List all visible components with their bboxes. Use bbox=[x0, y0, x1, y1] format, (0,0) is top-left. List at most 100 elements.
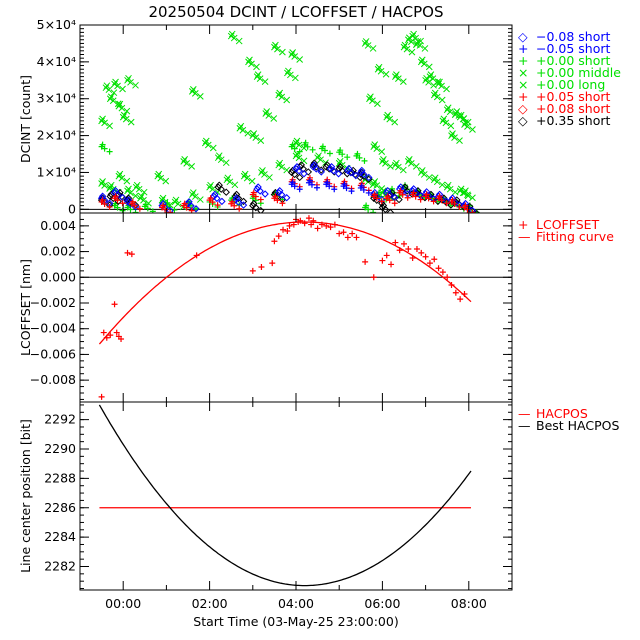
y-tick-label: −0.004 bbox=[30, 321, 76, 336]
data-point bbox=[309, 146, 316, 153]
data-point bbox=[123, 198, 132, 206]
data-point bbox=[464, 123, 471, 130]
data-point bbox=[136, 205, 143, 212]
data-point bbox=[114, 204, 121, 211]
data-point bbox=[236, 124, 244, 132]
data-point bbox=[99, 196, 106, 203]
data-point bbox=[235, 37, 243, 45]
data-point bbox=[123, 196, 132, 204]
data-point bbox=[209, 199, 216, 206]
data-point bbox=[149, 208, 156, 213]
data-point bbox=[124, 76, 131, 84]
data-point bbox=[109, 97, 117, 105]
series-+0.05 short bbox=[98, 174, 476, 213]
lcoffset-point bbox=[435, 265, 442, 272]
data-point bbox=[241, 170, 249, 178]
data-point bbox=[296, 148, 303, 155]
data-point bbox=[425, 63, 433, 71]
lcoffset-point bbox=[336, 230, 343, 237]
data-point bbox=[107, 190, 115, 199]
data-point bbox=[345, 164, 353, 173]
data-point bbox=[304, 168, 313, 176]
data-point bbox=[171, 198, 179, 206]
data-point bbox=[214, 154, 222, 162]
data-point bbox=[254, 183, 262, 191]
data-point bbox=[224, 174, 232, 182]
y-axis-label: LCOFFSET [nm] bbox=[18, 259, 33, 356]
data-point bbox=[218, 197, 226, 206]
data-point bbox=[291, 53, 299, 60]
data-point bbox=[276, 89, 284, 97]
data-point bbox=[386, 208, 395, 213]
data-point bbox=[438, 181, 446, 189]
data-point bbox=[162, 177, 170, 185]
data-point bbox=[336, 157, 344, 165]
data-point bbox=[451, 188, 459, 196]
data-point bbox=[327, 163, 336, 171]
data-point bbox=[116, 170, 124, 178]
data-point bbox=[122, 115, 130, 123]
legend-label: +0.35 short bbox=[536, 113, 611, 128]
data-point bbox=[231, 181, 239, 189]
data-point bbox=[274, 197, 281, 204]
data-point bbox=[459, 115, 467, 123]
data-point bbox=[373, 145, 381, 153]
x-tick-label: 00:00 bbox=[105, 596, 141, 611]
data-point bbox=[317, 156, 324, 164]
x-tick-label: 06:00 bbox=[364, 596, 400, 611]
legend-label: +0.05 short bbox=[536, 89, 611, 104]
legend-label: Fitting curve bbox=[536, 229, 614, 244]
data-point bbox=[123, 107, 131, 115]
data-point bbox=[245, 58, 252, 66]
lcoffset-point bbox=[353, 234, 360, 241]
data-point bbox=[435, 80, 442, 88]
lcoffset-point bbox=[305, 215, 312, 222]
data-point bbox=[392, 161, 399, 169]
data-point bbox=[119, 113, 127, 121]
lcoffset-point bbox=[349, 230, 356, 237]
data-point bbox=[230, 34, 238, 42]
data-point bbox=[239, 197, 248, 206]
data-point bbox=[157, 174, 165, 182]
data-point bbox=[116, 100, 124, 108]
data-point bbox=[449, 130, 456, 137]
y-tick-label: 1×10⁴ bbox=[37, 164, 76, 179]
data-point bbox=[304, 143, 311, 150]
legend-symbol: ◇ bbox=[518, 29, 528, 44]
lcoffset-point bbox=[401, 240, 407, 247]
data-point bbox=[461, 189, 468, 197]
lcoffset-point bbox=[271, 238, 278, 245]
data-point bbox=[106, 183, 114, 191]
data-point bbox=[313, 184, 320, 191]
data-point bbox=[193, 205, 199, 212]
data-point bbox=[265, 112, 273, 119]
data-point bbox=[252, 134, 260, 141]
lcoffset-point bbox=[275, 233, 282, 240]
data-point bbox=[365, 189, 372, 196]
data-point bbox=[322, 163, 330, 171]
data-point bbox=[391, 200, 398, 207]
lcoffset-point bbox=[340, 229, 347, 236]
data-point bbox=[378, 198, 385, 205]
data-point bbox=[382, 70, 390, 78]
data-point bbox=[302, 139, 309, 146]
data-point bbox=[420, 171, 428, 178]
data-point bbox=[248, 60, 255, 68]
data-point bbox=[362, 38, 370, 45]
data-point bbox=[430, 91, 438, 99]
y-tick-label: 0.002 bbox=[40, 244, 76, 259]
data-point bbox=[192, 205, 200, 213]
data-point bbox=[188, 163, 196, 170]
data-point bbox=[373, 195, 380, 202]
panel-lcoffset: 0.004 0.002 0.000 −0.002 −0.004 −0.006 −0.008 L… bbox=[18, 212, 614, 403]
data-point bbox=[284, 69, 291, 77]
lcoffset-point bbox=[113, 329, 120, 336]
data-point bbox=[207, 195, 214, 202]
data-point bbox=[217, 156, 225, 164]
data-point bbox=[257, 137, 265, 144]
data-point bbox=[144, 205, 151, 212]
data-point bbox=[397, 187, 404, 194]
data-point bbox=[185, 198, 193, 206]
data-point bbox=[211, 190, 219, 199]
lcoffset-point bbox=[426, 260, 433, 267]
